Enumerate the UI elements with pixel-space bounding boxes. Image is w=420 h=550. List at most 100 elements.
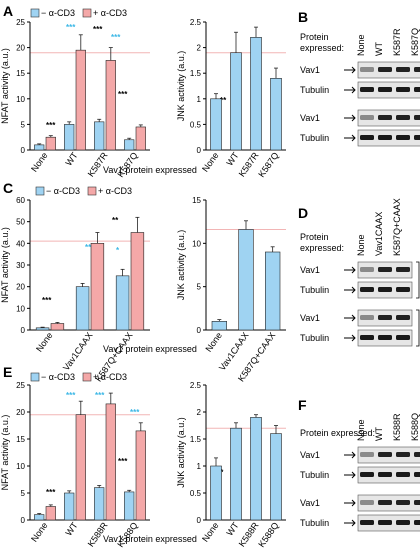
y-axis-label: NFAT activity (a.u.): [0, 415, 10, 491]
bar-2: [265, 251, 281, 331]
lane-label: WT: [374, 42, 384, 56]
blot-arrow: [344, 519, 356, 527]
legend-swatch-minus: [30, 372, 40, 382]
blot-band: [378, 500, 392, 505]
y-tick-label: 15: [16, 435, 25, 444]
chart-e-jnk: 0 0.5 1 1.5 2 2.5 JNK activity (a.u.) None WT K58…: [176, 381, 286, 549]
y-tick-label: 0.5: [190, 489, 202, 498]
bar-plus-1: [75, 414, 86, 521]
blot-band: [378, 67, 392, 72]
blot-arrow: [344, 134, 356, 142]
panel-label-e: E: [3, 364, 12, 380]
bar-plus-1: [75, 49, 86, 151]
x-tick-label: None: [203, 330, 224, 353]
stars-wt-cyan: ***: [66, 23, 76, 32]
blot-band: [360, 135, 374, 140]
legend-e: − α-CD3 + α-CD3: [30, 372, 127, 382]
bar-minus-1: [64, 124, 75, 151]
stars-none: ***: [46, 488, 56, 497]
blot-band: [378, 472, 392, 477]
y-tick-label: 40: [16, 239, 25, 248]
y-tick-label: 20: [16, 408, 25, 417]
blot-row-label: Vav1: [300, 498, 320, 508]
blot-arrow: [344, 66, 356, 74]
bar-0: [211, 321, 227, 331]
x-tick-label: Vav1CAAX: [61, 330, 95, 372]
y-tick-label: 15: [192, 196, 201, 205]
y-tick-label: 20: [16, 44, 25, 53]
bar-plus-1: [90, 243, 105, 331]
blot-row-label: Tubulin: [300, 285, 329, 295]
stars-k587r-cyan: ***: [111, 33, 121, 42]
blot-arrow: [344, 451, 356, 459]
x-tick-label: None: [34, 330, 55, 353]
y-axis-label: JNK activity (a.u.): [176, 51, 186, 122]
blot-band: [360, 335, 374, 340]
bar-plus-2: [105, 60, 116, 151]
blot-band: [378, 452, 392, 457]
bar-3: [270, 78, 282, 151]
bar-minus-1: [75, 286, 90, 331]
bar-0: [210, 98, 222, 151]
bar-minus-0: [34, 514, 45, 521]
y-tick-label: 5: [197, 283, 202, 292]
blot-arrow: [344, 86, 356, 94]
x-tick-label: None: [29, 150, 50, 173]
blot-arrow: [344, 334, 356, 342]
y-tick-label: 0: [21, 146, 26, 155]
stars-caax-cyan: **: [85, 243, 92, 252]
bar-minus-2: [94, 121, 105, 151]
bar-minus-0: [34, 144, 45, 151]
legend-label-plus: + α-CD3: [93, 372, 127, 382]
xlabel-a: Vav1 protein expressed: [103, 165, 197, 175]
bar-plus-2: [130, 232, 145, 331]
lane-label: Vav1CAAX: [374, 212, 384, 256]
bar-minus-3: [124, 139, 135, 151]
blot-arrow: [344, 114, 356, 122]
bar-plus-0: [50, 323, 65, 331]
legend-a: − α-CD3 + α-CD3: [30, 8, 127, 18]
blot-row-label: Tubulin: [300, 85, 329, 95]
blot-band: [360, 500, 374, 505]
y-tick-label: 10: [16, 95, 25, 104]
blot-row-label: Tubulin: [300, 470, 329, 480]
bar-3: [270, 433, 282, 521]
blot-row-label: Vav1: [300, 265, 320, 275]
blot-row-label: Vav1: [300, 313, 320, 323]
blot-band: [360, 472, 374, 477]
y-tick-label: 1.5: [190, 69, 202, 78]
protein-label: Protein: [300, 232, 329, 242]
blot-band: [414, 135, 420, 140]
bar-minus-3: [124, 491, 135, 521]
blot-band: [360, 267, 374, 272]
blot-row-label: Vav1: [300, 113, 320, 123]
bar-2: [250, 37, 262, 151]
chart-c-nfat: 0 10 20 30 40 50 60 NFAT activity (a.u.) None Vav…: [0, 196, 150, 383]
blot-band: [396, 315, 410, 320]
protein-expressed-label: Protein expressed:: [300, 428, 375, 438]
lane-label: None: [356, 34, 366, 56]
blot-band: [414, 500, 420, 505]
y-tick-label: 2.5: [190, 18, 202, 27]
chart-a-jnk: 0 0.5 1 1.5 2 2.5 JNK activity (a.u.) None WT K58…: [176, 18, 286, 179]
blot-band: [396, 520, 410, 525]
lane-label: WT: [374, 427, 384, 441]
blot-band: [378, 115, 392, 120]
blot-band: [360, 287, 374, 292]
bar-minus-0: [35, 327, 50, 331]
bar-1: [230, 427, 242, 521]
y-tick-label: 2: [197, 44, 202, 53]
stars-none: ***: [42, 296, 52, 305]
y-tick-label: 0: [21, 516, 26, 525]
blot-band: [360, 315, 374, 320]
x-tick-label: WT: [63, 520, 80, 538]
panel-label-a: A: [3, 3, 13, 19]
legend-label-minus: − α-CD3: [41, 8, 75, 18]
bracket-jnk: [416, 309, 420, 347]
panel-label-f: F: [298, 397, 307, 413]
